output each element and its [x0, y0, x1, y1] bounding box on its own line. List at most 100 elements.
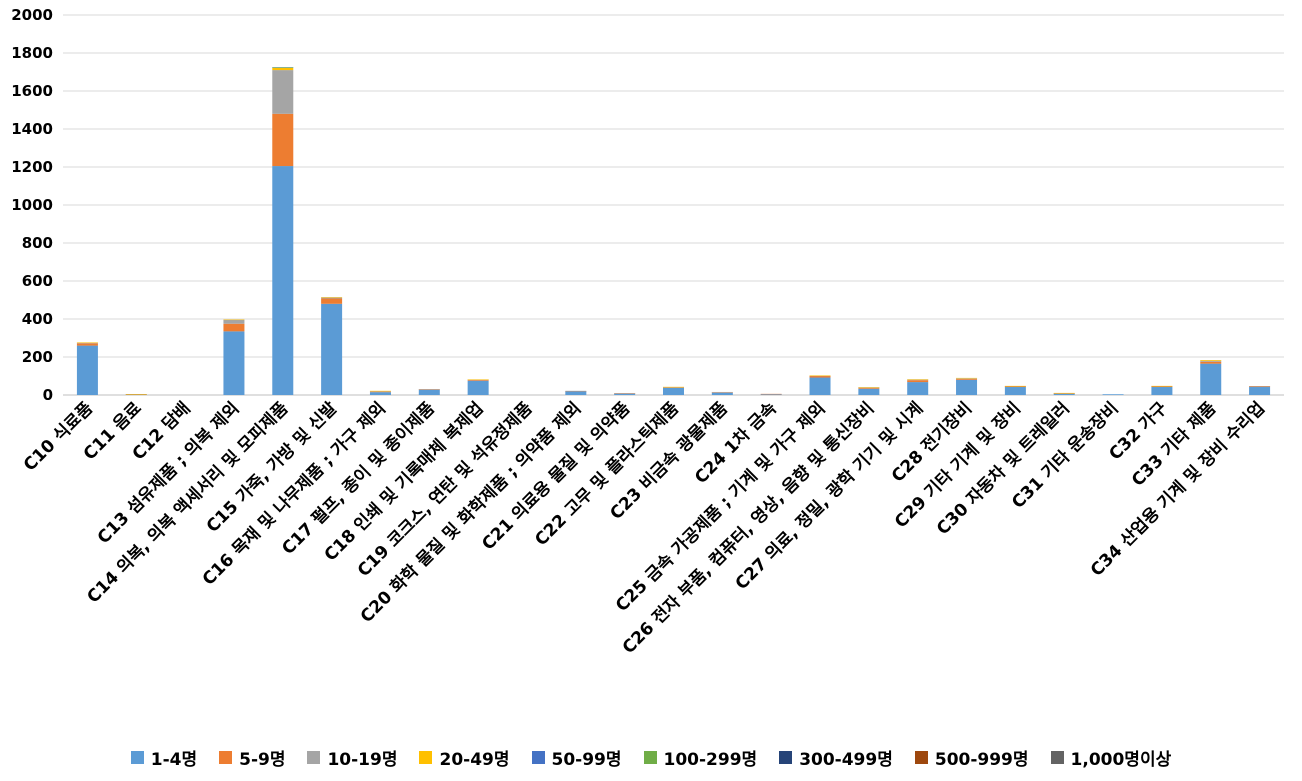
y-tick-label: 400: [22, 310, 53, 328]
bar-segment: [809, 375, 831, 376]
bar-segment: [272, 113, 294, 167]
bar-segment: [321, 297, 343, 298]
legend-item: 100-299명: [643, 745, 758, 770]
legend-label: 1-4명: [150, 749, 198, 770]
bar-segment: [369, 392, 391, 395]
y-tick-label: 1800: [11, 44, 53, 62]
bar-segment: [272, 67, 294, 71]
bar-segment: [1053, 393, 1075, 395]
y-tick-label: 1200: [11, 158, 53, 176]
legend-item: 1-4명: [130, 745, 198, 770]
bar-segment: [907, 379, 929, 381]
legend-swatch: [307, 750, 321, 764]
y-tick-label: 2000: [11, 6, 53, 24]
y-tick-label: 800: [22, 234, 53, 252]
bar-segment: [663, 387, 684, 395]
bar-segment: [614, 393, 636, 394]
y-tick-label: 0: [43, 386, 53, 404]
bar-segment: [760, 393, 782, 395]
legend-swatch: [531, 750, 545, 764]
legend-item: 300-499명: [779, 745, 893, 770]
bar-segment: [76, 343, 98, 346]
legend-label: 100-299명: [663, 749, 758, 770]
bar-segment: [369, 390, 391, 392]
chart-legend: 1-4명 5-9명 10-19명 20-49명 50-99명 100-299명 300-49…: [0, 742, 1302, 772]
bar-segment: [223, 319, 245, 321]
legend-label: 10-19명: [327, 749, 398, 770]
bar-segment: [369, 391, 391, 392]
bar-segment: [711, 392, 733, 395]
bar-segment: [565, 390, 587, 392]
bar-segment: [1200, 360, 1222, 362]
legend-label: 20-49명: [439, 749, 510, 770]
y-tick-label: 200: [22, 348, 53, 366]
legend-label: 300-499명: [799, 749, 893, 770]
x-tick-label: C33 기타 제품: [1128, 398, 1221, 491]
bar-segment: [760, 394, 782, 395]
bar-segment: [76, 342, 98, 343]
bar-segment: [1200, 363, 1222, 395]
bar-segment: [907, 380, 929, 383]
legend-swatch: [130, 750, 144, 764]
y-tick-label: 600: [22, 272, 53, 290]
bar-segment: [1151, 386, 1173, 388]
bar-segment: [467, 379, 489, 380]
legend-item: 500-999명: [914, 745, 1029, 770]
bar-segment: [321, 298, 343, 304]
bar-segment: [321, 297, 343, 299]
bar-segment: [565, 391, 587, 395]
bar-segment: [1004, 386, 1026, 388]
bar-segment: [418, 389, 440, 390]
bar-segment: [614, 393, 636, 395]
chart-plot: 0 200 400 600 800 1000 1200 1400 1600 1800 2000 C10…: [11, 6, 1284, 658]
legend-label: 500-999명: [934, 749, 1029, 770]
bar-segment: [1004, 387, 1026, 395]
bar-segment: [418, 389, 440, 395]
y-tick-label: 1400: [11, 120, 53, 138]
legend-label: 50-99명: [551, 749, 622, 770]
y-tick-label: 1600: [11, 82, 53, 100]
bar-segment: [907, 382, 929, 395]
legend-item: 10-19명: [307, 745, 397, 770]
bar-segment: [858, 387, 880, 389]
bar-segment: [1102, 394, 1124, 395]
bar-segment: [956, 379, 978, 395]
bar-segment: [223, 323, 245, 332]
bar-segment: [1053, 392, 1075, 394]
legend-label: 1,000명이상: [1070, 749, 1172, 770]
bar-segment: [1249, 386, 1271, 388]
bar-segment: [369, 391, 391, 393]
bar-segment: [223, 319, 245, 324]
bar-segment: [223, 331, 245, 395]
bar-segment: [1249, 387, 1271, 395]
bar-segment: [663, 386, 684, 388]
bar-segment: [858, 387, 880, 388]
bar-segment: [711, 391, 733, 393]
bar-segment: [272, 67, 294, 68]
bar-segment: [956, 377, 978, 379]
legend-swatch: [643, 750, 657, 764]
bar-segment: [272, 70, 294, 114]
bar-segment: [907, 379, 929, 380]
legend-swatch: [779, 750, 793, 764]
legend-item: 5-9명: [219, 745, 285, 770]
y-tick-label: 1000: [11, 196, 53, 214]
legend-item: 50-99명: [531, 745, 622, 770]
bar-segment: [467, 379, 489, 381]
bar-segment: [272, 166, 294, 395]
bar-segment: [1249, 386, 1271, 387]
bar-segment: [321, 303, 343, 395]
legend-item: 20-49명: [419, 745, 510, 770]
bar-segment: [956, 378, 978, 380]
bar-segment: [858, 388, 880, 395]
legend-swatch: [219, 750, 233, 764]
x-tick-label: C10 식료품: [20, 398, 97, 475]
bar-segment: [1200, 361, 1222, 364]
legend-label: 5-9명: [239, 749, 286, 770]
bar-segment: [1200, 360, 1222, 361]
bar-segment: [956, 378, 978, 379]
bar-segment: [809, 377, 831, 395]
bar-segment: [467, 380, 489, 395]
legend-item: 1,000명이상: [1050, 745, 1172, 770]
